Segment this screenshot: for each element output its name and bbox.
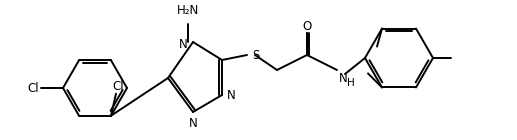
Text: O: O (302, 19, 312, 32)
Text: N: N (179, 38, 188, 51)
Text: H: H (347, 78, 355, 88)
Text: Cl: Cl (112, 80, 124, 93)
Text: N: N (339, 72, 348, 85)
Text: N: N (189, 117, 197, 130)
Text: N: N (227, 88, 236, 102)
Text: H₂N: H₂N (177, 4, 199, 17)
Text: S: S (252, 48, 260, 61)
Text: Cl: Cl (27, 81, 39, 94)
